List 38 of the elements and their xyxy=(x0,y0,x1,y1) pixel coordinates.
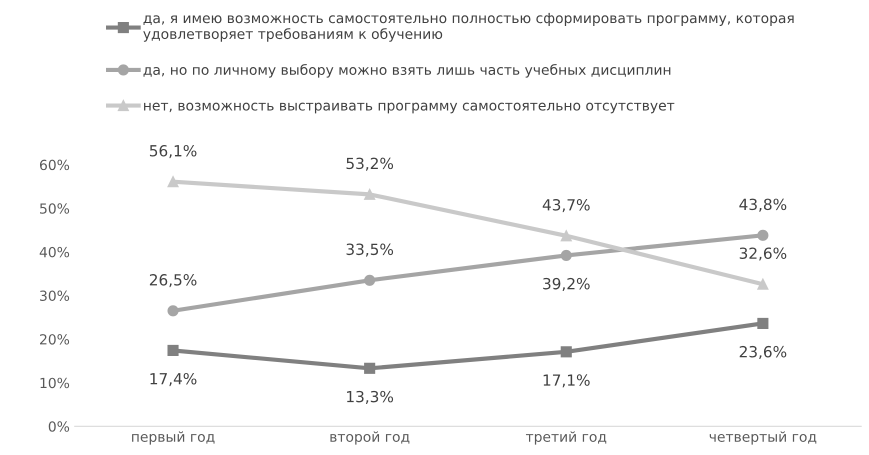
data-label: 33,5% xyxy=(346,244,394,257)
data-label: 43,7% xyxy=(542,199,590,212)
legend-label: да, но по личному выбору можно взять лишь часть учебных дисциплин xyxy=(144,64,670,78)
data-label: 23,6% xyxy=(740,346,786,360)
point xyxy=(167,305,179,316)
data-label: 17,1% xyxy=(544,374,590,388)
point xyxy=(364,274,376,286)
legend-label: нет, возможность выстраивать программу самостоятельно отсутствует xyxy=(144,102,674,114)
point xyxy=(364,188,376,200)
point xyxy=(757,278,768,290)
point xyxy=(757,318,768,329)
point xyxy=(167,176,179,188)
x-tick-label: первый год xyxy=(132,431,215,445)
data-label: 26,5% xyxy=(150,274,196,288)
x-tick-label: второй год xyxy=(330,431,410,445)
data-label: 32,6% xyxy=(740,247,786,261)
data-label: 56,1% xyxy=(150,144,196,158)
point xyxy=(757,230,768,241)
legend-label: да, я имею возможность самостоятельно полностью сформировать программу, которая удовлетворяет требованиям к обучению xyxy=(143,12,794,42)
y-tick-label: 10% xyxy=(40,378,70,388)
point xyxy=(560,230,572,242)
y-tick-label: 0% xyxy=(48,421,70,432)
data-label: 39,2% xyxy=(543,278,590,292)
y-tick-label: 50% xyxy=(40,203,70,214)
y-tick-label: 40% xyxy=(40,246,70,258)
y-tick-label: 60% xyxy=(40,160,70,170)
data-label: 43,8% xyxy=(739,198,786,212)
data-label: 53,2% xyxy=(346,158,394,171)
y-tick-label: 30% xyxy=(40,290,70,301)
x-tick-label: четвертый год xyxy=(710,431,816,445)
x-tick-label: третий год xyxy=(526,431,606,445)
point xyxy=(560,250,572,261)
point xyxy=(167,344,179,356)
data-label: 17,4% xyxy=(150,372,196,386)
point xyxy=(364,362,376,374)
point xyxy=(560,346,572,358)
data-label: 13,3% xyxy=(347,390,394,404)
y-tick-label: 20% xyxy=(40,334,70,345)
